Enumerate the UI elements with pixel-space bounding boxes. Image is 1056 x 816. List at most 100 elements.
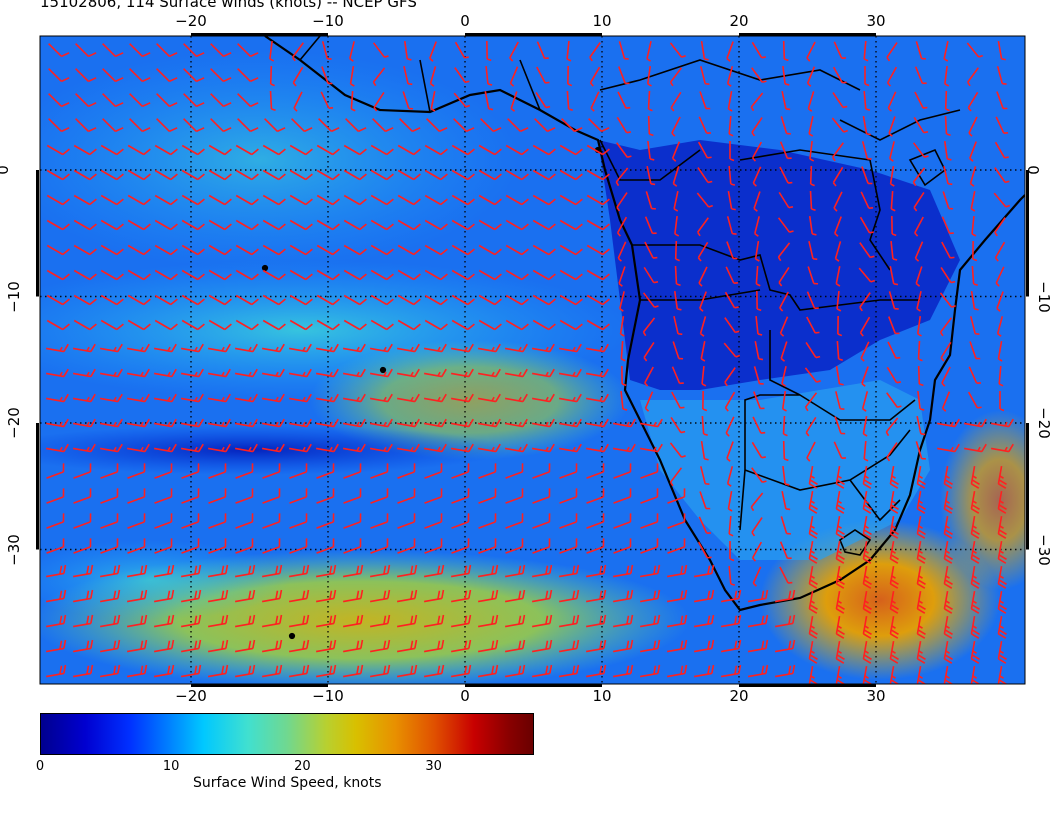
wind-barb [73,219,97,231]
wind-barb [835,590,845,614]
wind-barb [237,43,259,58]
wind-barb [970,191,976,212]
wind-barb [640,538,659,554]
wind-barb [505,513,524,529]
wind-barb [127,244,151,256]
wind-barb [289,319,313,331]
wind-barb [774,614,796,628]
wind-barb [234,343,258,353]
wind-barb [806,66,816,87]
wind-barb [970,590,980,614]
wind-barb [993,192,1011,208]
wind-barb [235,244,259,256]
wind-barb [402,91,414,110]
wind-barb [423,639,445,653]
wind-barb [154,463,173,479]
wind-barb [700,40,709,61]
wind-barb [639,614,661,628]
wind-barb [774,589,796,603]
wind-barb [835,391,845,411]
wind-barb [509,66,519,87]
wind-barb [531,614,553,628]
wind-barb [45,443,69,453]
wind-barb [696,192,713,208]
wind-barb [289,463,308,479]
wind-barb [126,443,150,453]
wind-barb [698,516,711,535]
wind-barb [102,118,124,133]
colorbar-tick: 10 [162,759,180,774]
wind-barb [886,392,902,409]
wind-barb [126,564,148,578]
wind-barb [154,144,178,156]
wind-barb [397,319,421,331]
wind-barb [181,144,205,156]
wind-barb [99,564,121,578]
wind-barb [454,67,470,84]
wind-barb [558,664,580,678]
wind-barb [806,291,819,310]
wind-barb [997,615,1007,639]
wind-barb [181,169,205,181]
wind-barb [153,664,175,678]
wind-barb [647,90,653,112]
wind-barb [156,43,178,58]
wind-barb [373,92,385,112]
wind-barb [397,463,416,479]
wind-barb [46,194,70,206]
wind-barb [532,488,551,504]
wind-barb [585,614,607,628]
wind-barb [941,366,951,387]
wind-barb [262,319,286,331]
wind-barb [970,640,980,664]
wind-barb [208,219,232,231]
wind-barb [478,294,502,306]
wind-barb [451,513,470,529]
wind-barb [968,116,978,137]
wind-barb [48,43,70,58]
wind-barb [728,565,736,586]
wind-barb [343,319,367,331]
wind-barb [647,115,654,137]
wind-barb [619,291,625,312]
wind-barb [673,290,682,311]
wind-barb [912,142,929,158]
lon-tick-top: 20 [729,12,749,30]
wind-barb [399,118,421,133]
ascension-island [379,366,387,374]
wind-barb [207,368,231,378]
wind-barb [180,343,204,353]
wind-barb [617,91,631,109]
wind-barb [288,368,312,378]
wind-barb [751,41,766,59]
wind-barb [48,68,70,83]
wind-barb [369,589,391,603]
wind-barb [997,340,1003,362]
wind-barb [613,488,632,504]
wind-barb [833,191,843,212]
wind-barb [531,393,555,403]
wind-barb [808,640,818,664]
wind-barb [642,317,656,337]
wind-barb [723,342,741,358]
wind-barb [153,343,177,353]
wind-barb [586,144,610,156]
wind-barb [424,513,443,529]
wind-barb [450,418,474,428]
wind-barb [127,488,146,504]
wind-barb [207,589,229,603]
wind-barb [126,639,148,653]
wind-barb [234,564,256,578]
wind-barb [396,343,420,353]
wind-barb [861,366,869,387]
wind-barb [646,65,652,87]
wind-barb [779,166,793,184]
wind-barb [724,317,740,334]
wind-barb [102,43,124,58]
wind-barb [585,368,609,378]
wind-barb [235,513,254,529]
wind-barb [667,538,686,554]
wind-barb [504,664,526,678]
wind-barb [288,639,310,653]
wind-barb [889,565,899,589]
